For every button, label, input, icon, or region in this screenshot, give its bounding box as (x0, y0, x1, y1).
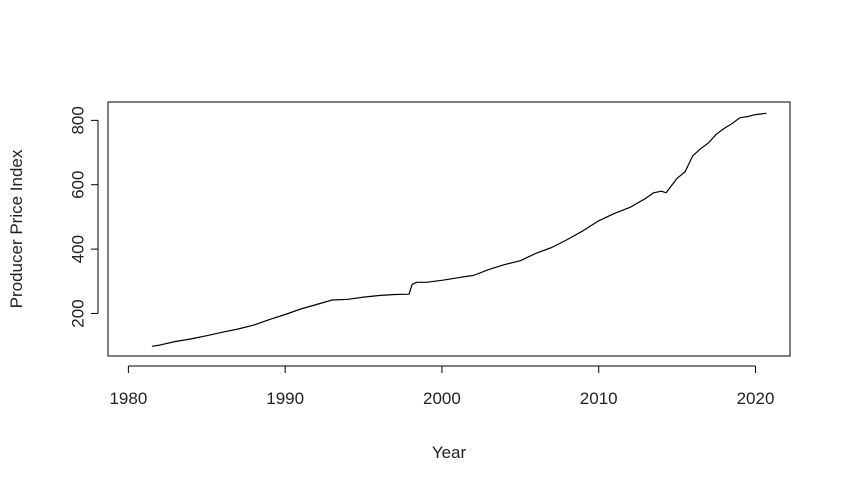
x-tick-label: 2000 (423, 389, 461, 408)
plot-frame (107, 101, 791, 357)
y-tick-label: 600 (69, 171, 88, 199)
x-axis-label: Year (432, 443, 467, 462)
series-layer (151, 112, 767, 347)
y-tick-label: 400 (69, 235, 88, 263)
x-tick-label: 2020 (737, 389, 775, 408)
x-tick-label: 2010 (580, 389, 618, 408)
y-tick-label: 200 (69, 299, 88, 327)
y-axis: 200 400 600 800 (69, 106, 99, 328)
x-tick-label: 1980 (109, 389, 147, 408)
series-line (151, 112, 767, 347)
x-tick-label: 1990 (266, 389, 304, 408)
x-axis: 1980 1990 2000 2010 2020 (109, 365, 775, 408)
y-tick-label: 800 (69, 106, 88, 134)
y-axis-label: Producer Price Index (7, 149, 26, 308)
